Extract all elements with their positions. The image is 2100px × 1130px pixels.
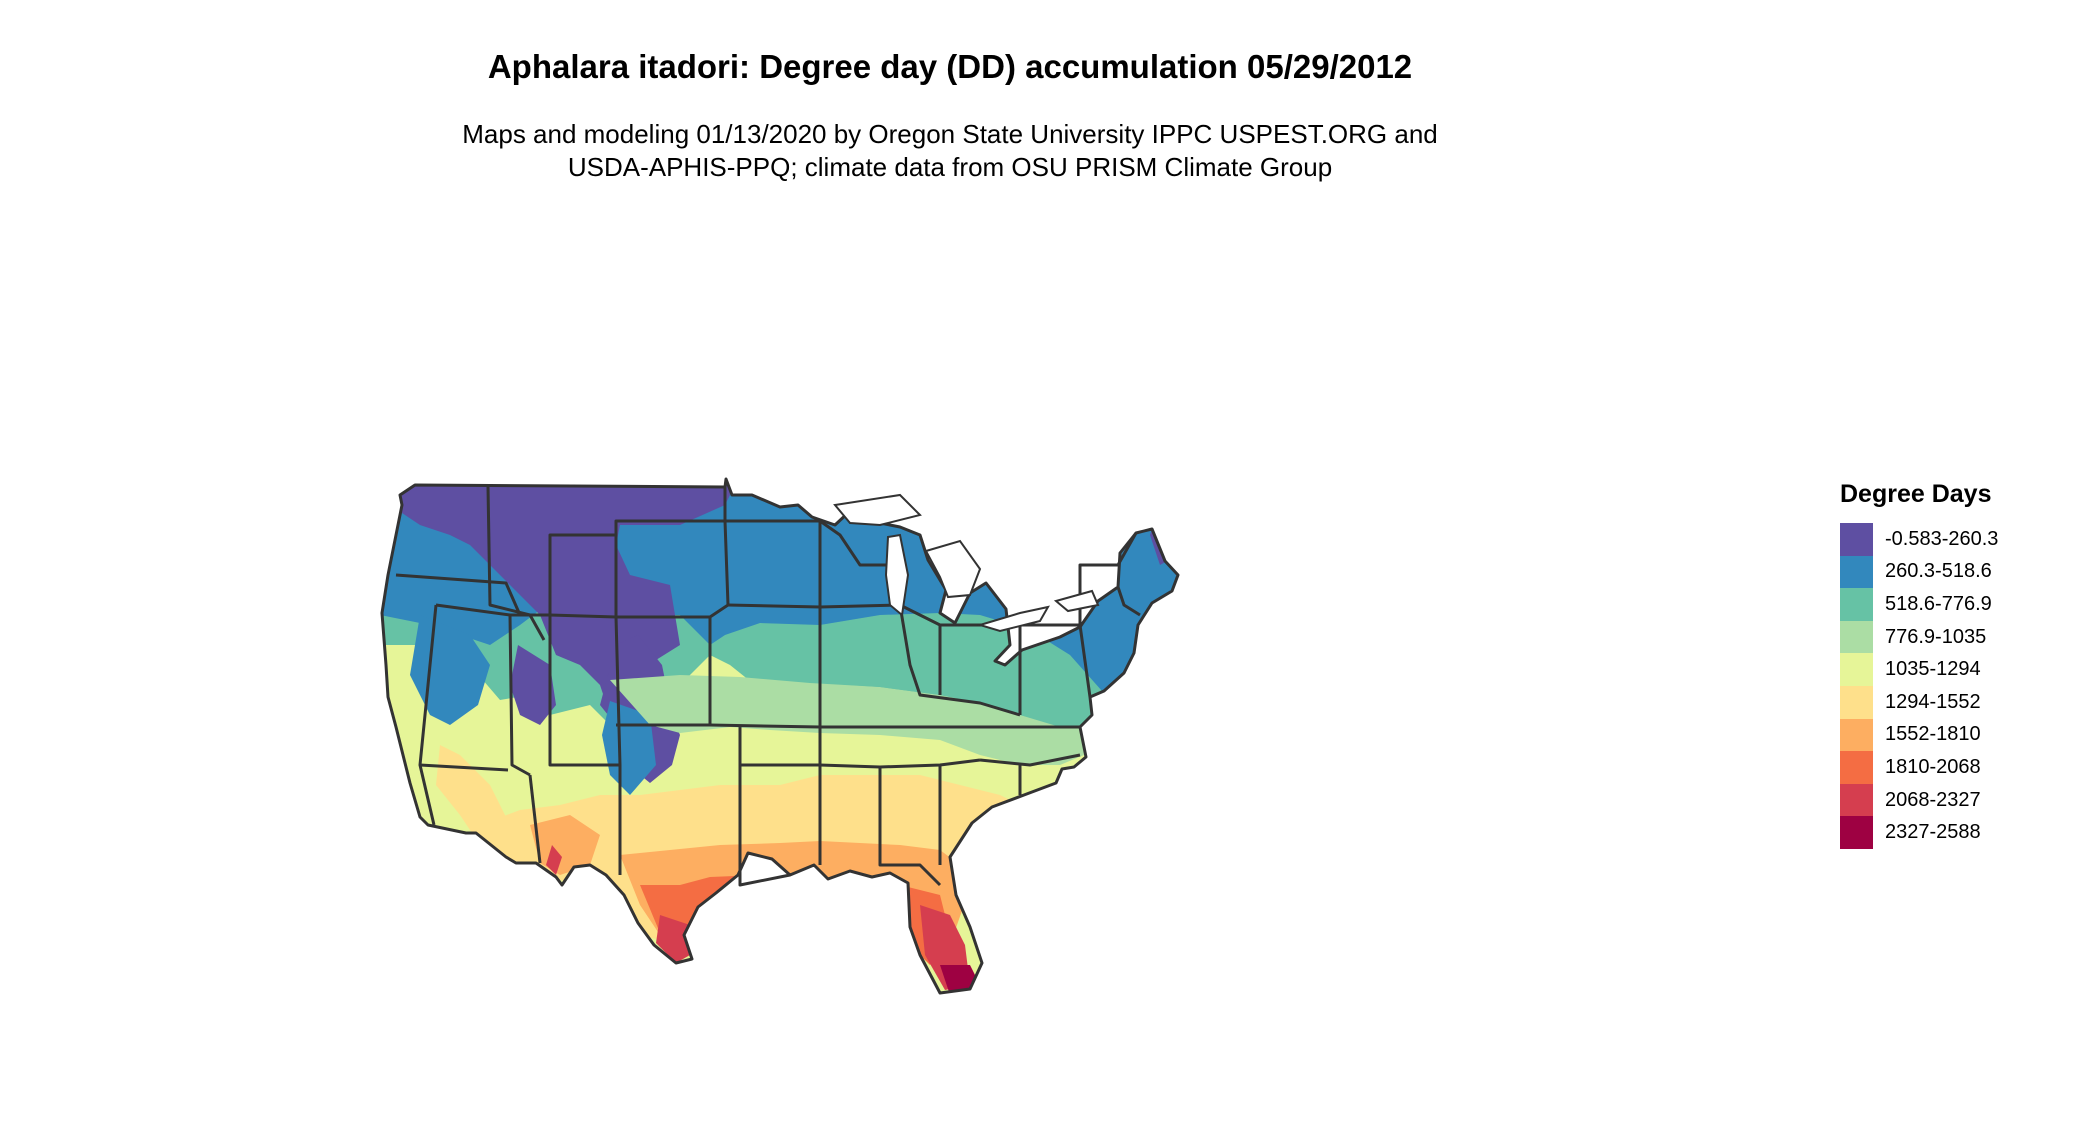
state-boundaries	[380, 477, 1180, 995]
legend-label: 1294-1552	[1885, 690, 1981, 713]
legend-title: Degree Days	[1840, 480, 1992, 508]
legend-swatch	[1840, 751, 1873, 784]
legend-swatch	[1840, 653, 1873, 686]
legend-swatch	[1840, 620, 1873, 654]
legend-label: 518.6-776.9	[1885, 592, 1992, 615]
legend-swatch	[1840, 718, 1873, 752]
legend-swatch	[1840, 588, 1873, 621]
legend-label: -0.583-260.3	[1885, 527, 1999, 550]
map-title: Aphalara itadori: Degree day (DD) accumu…	[487, 48, 1413, 85]
legend-label: 2068-2327	[1885, 788, 1981, 811]
degree-day-map	[380, 477, 1180, 995]
legend-item: 518.6-776.9	[1840, 588, 1998, 621]
legend-item: 1035-1294	[1840, 653, 1998, 686]
legend-swatch	[1840, 555, 1873, 589]
legend-label: 1810-2068	[1885, 755, 1981, 778]
legend-item: 1294-1552	[1840, 685, 1998, 719]
map-subtitle: Maps and modeling 01/13/2020 by Oregon S…	[0, 118, 1900, 184]
legend-label: 2327-2588	[1885, 821, 1981, 844]
subtitle-line-2: USDA-APHIS-PPQ; climate data from OSU PR…	[567, 152, 1333, 182]
subtitle-line-1: Maps and modeling 01/13/2020 by Oregon S…	[462, 119, 1438, 149]
legend-swatch	[1840, 523, 1873, 556]
legend-item: 1552-1810	[1840, 718, 1998, 752]
legend: Degree Days -0.583-260.3 260.3-518.6 518…	[1840, 480, 1998, 849]
legend-label: 1552-1810	[1885, 723, 1981, 746]
legend-swatch	[1840, 783, 1873, 817]
legend-item: 2327-2588	[1840, 816, 1998, 849]
legend-label: 1035-1294	[1885, 658, 1981, 681]
legend-swatch	[1840, 816, 1873, 849]
legend-label: 260.3-518.6	[1885, 560, 1992, 583]
legend-item: -0.583-260.3	[1840, 523, 1998, 556]
legend-item: 260.3-518.6	[1840, 555, 1998, 589]
legend-item: 2068-2327	[1840, 783, 1998, 817]
legend-swatch	[1840, 685, 1873, 719]
legend-item: 1810-2068	[1840, 751, 1998, 784]
legend-item: 776.9-1035	[1840, 620, 1998, 654]
legend-label: 776.9-1035	[1885, 625, 1987, 648]
great-lakes	[833, 493, 1100, 633]
legend-items: -0.583-260.3 260.3-518.6 518.6-776.9 776…	[1840, 523, 1998, 849]
